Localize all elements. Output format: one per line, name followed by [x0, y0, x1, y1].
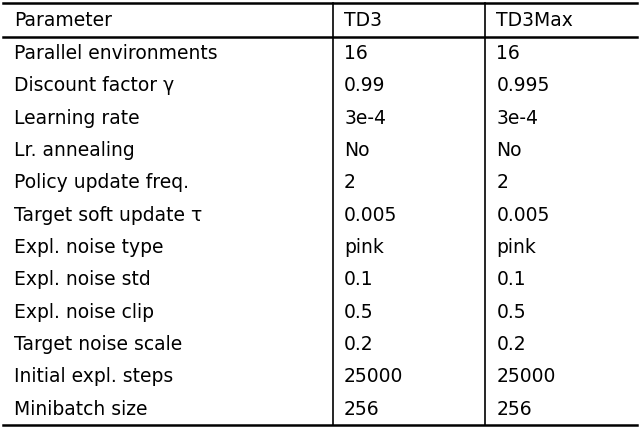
Text: 25000: 25000 — [497, 367, 556, 386]
Text: 16: 16 — [497, 44, 520, 63]
Text: TD3Max: TD3Max — [497, 11, 573, 30]
Text: 0.995: 0.995 — [497, 76, 550, 95]
Text: 256: 256 — [497, 400, 532, 419]
Text: 0.005: 0.005 — [344, 206, 397, 225]
Text: 16: 16 — [344, 44, 368, 63]
Text: 2: 2 — [497, 173, 508, 192]
Text: 0.005: 0.005 — [497, 206, 550, 225]
Text: Target soft update τ: Target soft update τ — [14, 206, 202, 225]
Text: Parameter: Parameter — [14, 11, 112, 30]
Text: 0.2: 0.2 — [344, 335, 374, 354]
Text: No: No — [497, 141, 522, 160]
Text: Target noise scale: Target noise scale — [14, 335, 182, 354]
Text: Expl. noise clip: Expl. noise clip — [14, 303, 154, 321]
Text: 0.5: 0.5 — [497, 303, 526, 321]
Text: 3e-4: 3e-4 — [497, 109, 538, 128]
Text: Parallel environments: Parallel environments — [14, 44, 218, 63]
Text: 256: 256 — [344, 400, 380, 419]
Text: 0.2: 0.2 — [497, 335, 526, 354]
Text: Minibatch size: Minibatch size — [14, 400, 148, 419]
Text: 0.1: 0.1 — [344, 270, 374, 289]
Text: Discount factor γ: Discount factor γ — [14, 76, 175, 95]
Text: 3e-4: 3e-4 — [344, 109, 386, 128]
Text: Learning rate: Learning rate — [14, 109, 140, 128]
Text: Expl. noise type: Expl. noise type — [14, 238, 164, 257]
Text: TD3: TD3 — [344, 11, 382, 30]
Text: 0.5: 0.5 — [344, 303, 374, 321]
Text: No: No — [344, 141, 370, 160]
Text: pink: pink — [344, 238, 384, 257]
Text: pink: pink — [497, 238, 536, 257]
Text: 2: 2 — [344, 173, 356, 192]
Text: 0.1: 0.1 — [497, 270, 526, 289]
Text: Lr. annealing: Lr. annealing — [14, 141, 135, 160]
Text: 25000: 25000 — [344, 367, 403, 386]
Text: Initial expl. steps: Initial expl. steps — [14, 367, 173, 386]
Text: Policy update freq.: Policy update freq. — [14, 173, 189, 192]
Text: 0.99: 0.99 — [344, 76, 386, 95]
Text: Expl. noise std: Expl. noise std — [14, 270, 151, 289]
